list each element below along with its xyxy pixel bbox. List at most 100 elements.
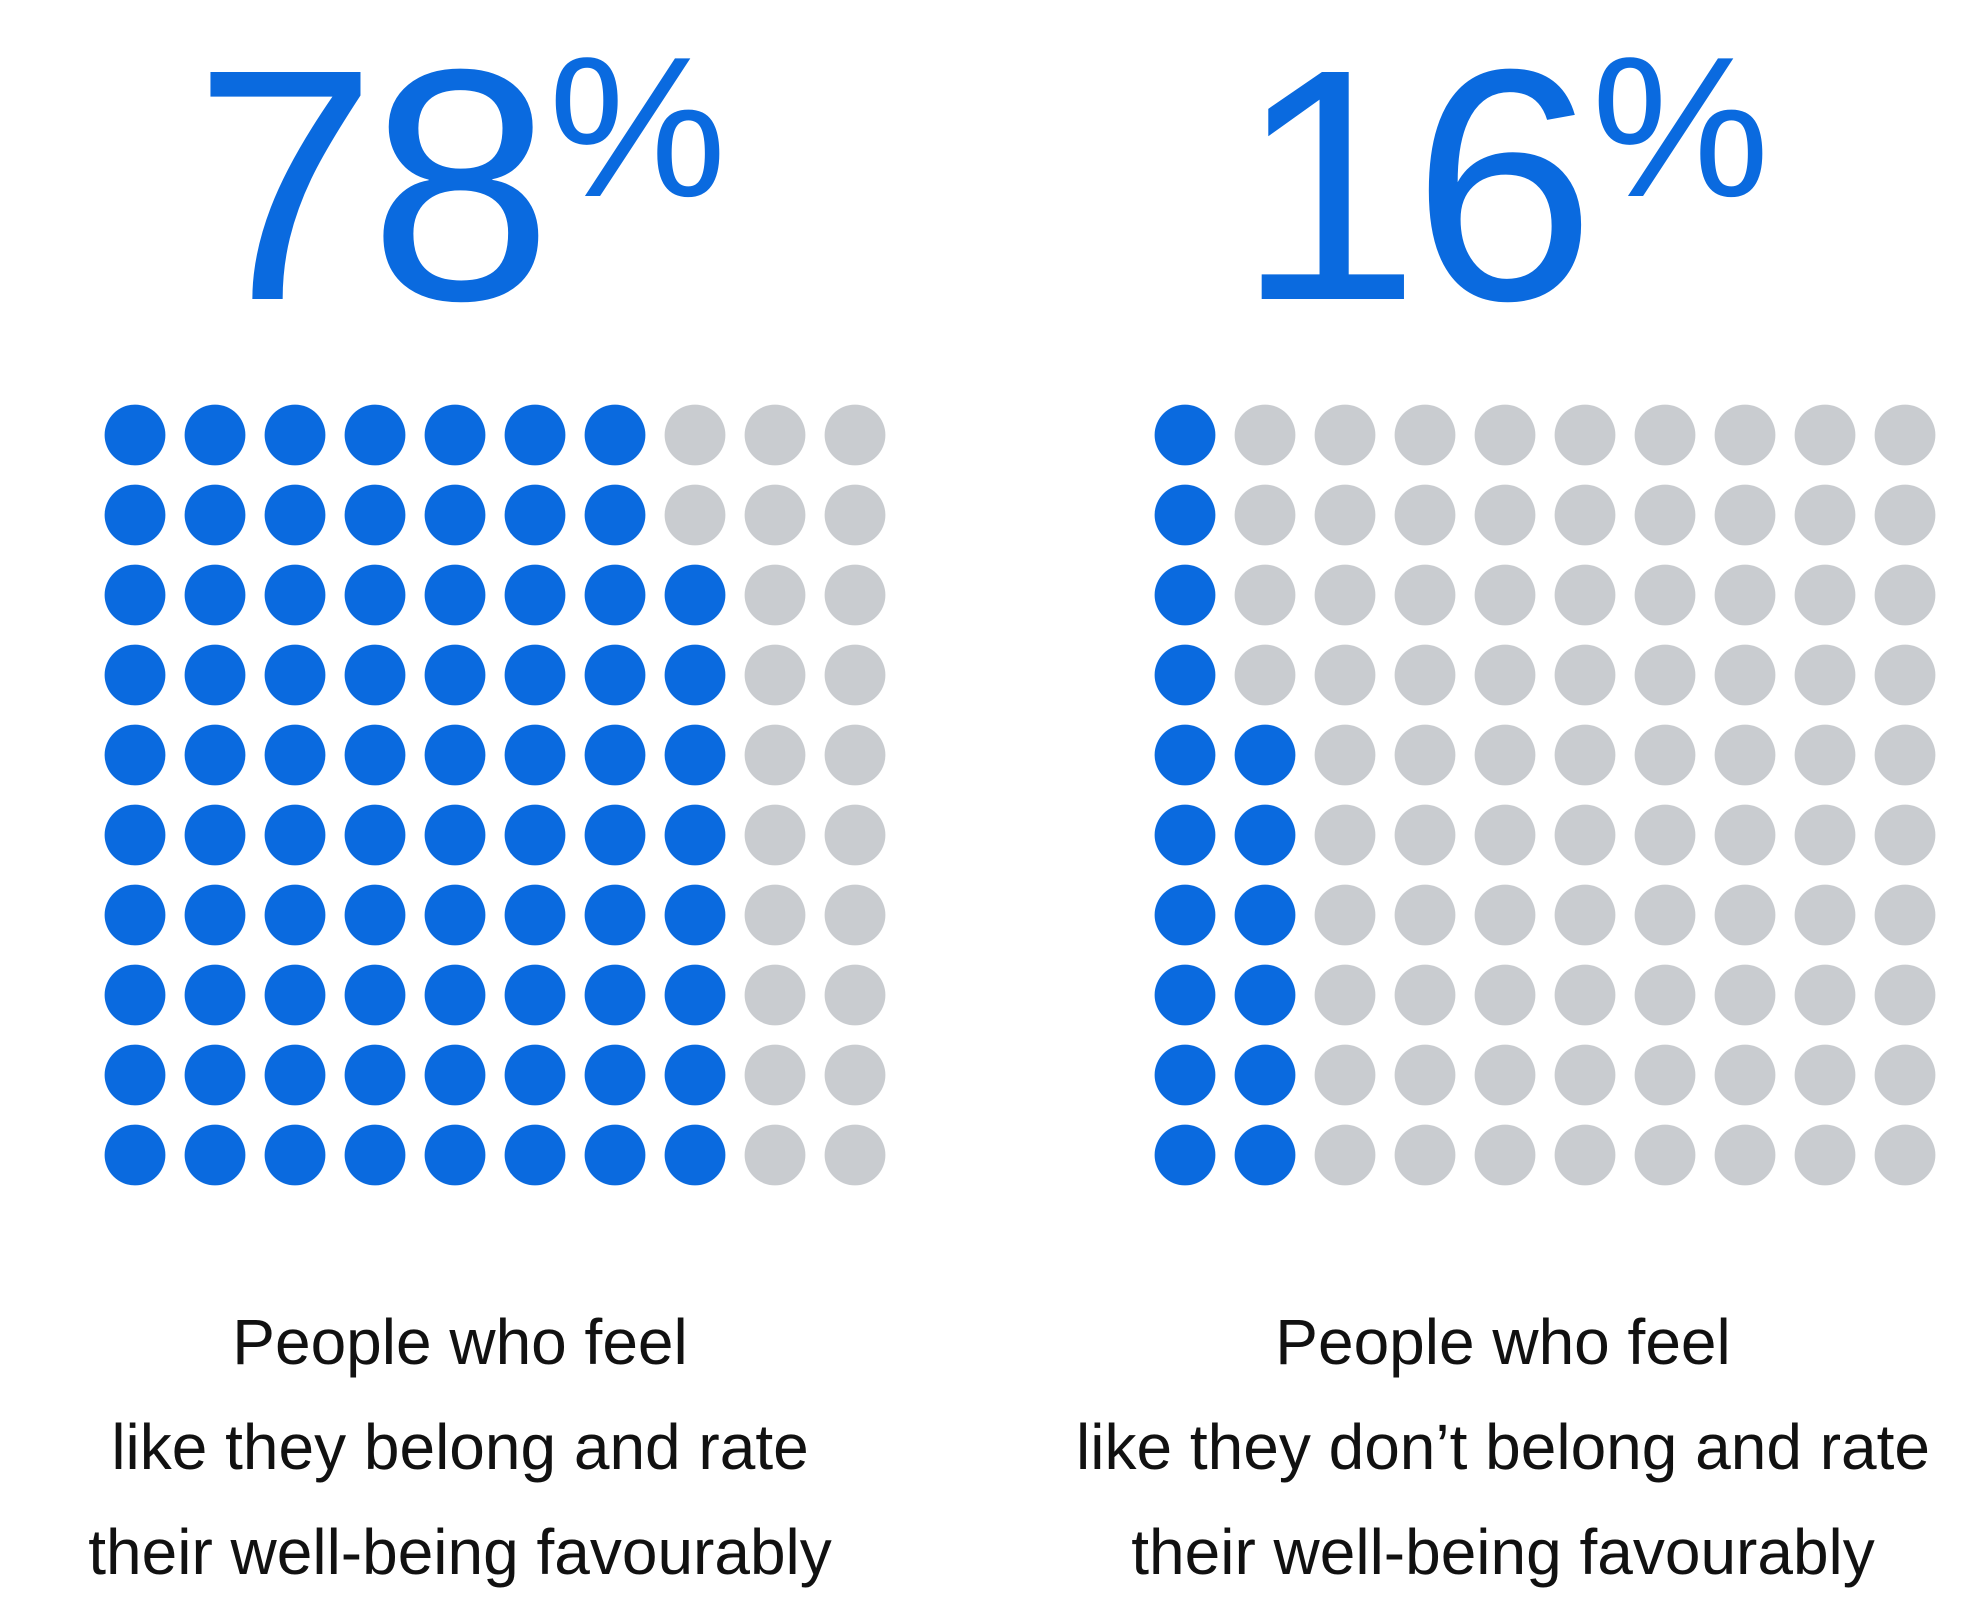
- waffle-dot-filled: [1154, 404, 1216, 466]
- waffle-dot-empty: [1474, 804, 1536, 866]
- waffle-dot-filled: [1234, 964, 1296, 1026]
- waffle-dot-filled: [184, 884, 246, 946]
- waffle-dot-filled: [264, 1124, 326, 1186]
- stat-number: 16: [1236, 0, 1596, 369]
- waffle-dot-filled: [1154, 964, 1216, 1026]
- waffle-dot-empty: [1874, 1124, 1936, 1186]
- waffle-dot-filled: [184, 964, 246, 1026]
- waffle-dot-filled: [504, 484, 566, 546]
- waffle-dot-empty: [1554, 564, 1616, 626]
- waffle-dot-filled: [184, 644, 246, 706]
- stat-number: 78: [193, 0, 553, 369]
- waffle-dot-empty: [1394, 484, 1456, 546]
- waffle-dot-filled: [424, 404, 486, 466]
- waffle-dot-filled: [664, 644, 726, 706]
- waffle-dot-filled: [264, 884, 326, 946]
- waffle-dot-filled: [584, 884, 646, 946]
- waffle-dot-filled: [344, 964, 406, 1026]
- waffle-dot-empty: [1874, 1044, 1936, 1106]
- waffle-dot-filled: [584, 404, 646, 466]
- waffle-dot-empty: [1554, 644, 1616, 706]
- waffle-dot-filled: [1154, 1124, 1216, 1186]
- stat-panel-dont-belong: 16% People who feel like they don’t belo…: [1040, 0, 1966, 1596]
- waffle-dot-empty: [1714, 724, 1776, 786]
- waffle-dot-filled: [104, 964, 166, 1026]
- waffle-dot-empty: [1394, 644, 1456, 706]
- waffle-dot-filled: [664, 804, 726, 866]
- waffle-dot-empty: [1394, 964, 1456, 1026]
- waffle-dot-filled: [664, 964, 726, 1026]
- waffle-dot-empty: [744, 724, 806, 786]
- waffle-dot-filled: [104, 404, 166, 466]
- waffle-dot-filled: [1234, 724, 1296, 786]
- waffle-dot-empty: [1794, 804, 1856, 866]
- waffle-dot-empty: [1554, 724, 1616, 786]
- waffle-dot-filled: [264, 484, 326, 546]
- waffle-dot-empty: [744, 404, 806, 466]
- waffle-dot-empty: [1474, 564, 1536, 626]
- waffle-dot-empty: [744, 564, 806, 626]
- waffle-dot-filled: [104, 804, 166, 866]
- waffle-dot-filled: [424, 804, 486, 866]
- waffle-dot-filled: [104, 1124, 166, 1186]
- waffle-dot-empty: [1314, 1124, 1376, 1186]
- waffle-dot-empty: [1474, 1124, 1536, 1186]
- waffle-dot-filled: [424, 1124, 486, 1186]
- waffle-dot-empty: [744, 964, 806, 1026]
- waffle-dot-filled: [344, 724, 406, 786]
- waffle-dot-empty: [1794, 964, 1856, 1026]
- waffle-dot-filled: [104, 484, 166, 546]
- waffle-dot-empty: [1634, 724, 1696, 786]
- waffle-dot-filled: [424, 1044, 486, 1106]
- waffle-dot-filled: [104, 1044, 166, 1106]
- waffle-dot-filled: [344, 1044, 406, 1106]
- waffle-dot-empty: [1714, 1124, 1776, 1186]
- waffle-dot-empty: [1234, 644, 1296, 706]
- waffle-dot-filled: [264, 564, 326, 626]
- waffle-dot-empty: [1474, 884, 1536, 946]
- waffle-dot-filled: [184, 724, 246, 786]
- waffle-dot-empty: [1634, 564, 1696, 626]
- waffle-dot-filled: [344, 404, 406, 466]
- waffle-dot-empty: [1554, 484, 1616, 546]
- waffle-dot-filled: [584, 564, 646, 626]
- waffle-dot-filled: [504, 564, 566, 626]
- waffle-dot-empty: [1794, 644, 1856, 706]
- waffle-dot-empty: [1874, 724, 1936, 786]
- waffle-dot-empty: [664, 484, 726, 546]
- waffle-dot-empty: [1314, 564, 1376, 626]
- waffle-dot-filled: [184, 404, 246, 466]
- waffle-dot-filled: [104, 644, 166, 706]
- waffle-dot-empty: [824, 724, 886, 786]
- stat-value: 78%: [0, 20, 920, 350]
- waffle-dot-empty: [1394, 724, 1456, 786]
- waffle-dot-empty: [1474, 964, 1536, 1026]
- waffle-dot-filled: [424, 644, 486, 706]
- waffle-dot-empty: [1874, 804, 1936, 866]
- caption-line-3: their well-being favourably: [1131, 1516, 1875, 1588]
- waffle-dot-empty: [744, 1044, 806, 1106]
- waffle-dot-filled: [344, 564, 406, 626]
- waffle-dot-filled: [344, 644, 406, 706]
- waffle-dot-empty: [1714, 804, 1776, 866]
- waffle-dot-empty: [1394, 884, 1456, 946]
- waffle-dot-filled: [504, 804, 566, 866]
- waffle-dot-filled: [1234, 1044, 1296, 1106]
- waffle-dot-empty: [1554, 884, 1616, 946]
- waffle-chart: [1154, 404, 1936, 1186]
- waffle-dot-filled: [584, 644, 646, 706]
- caption-line-2: like they don’t belong and rate: [1076, 1411, 1930, 1483]
- waffle-dot-empty: [744, 1124, 806, 1186]
- waffle-dot-filled: [184, 564, 246, 626]
- waffle-chart: [104, 404, 886, 1186]
- waffle-dot-filled: [504, 1044, 566, 1106]
- waffle-dot-empty: [1794, 1124, 1856, 1186]
- waffle-dot-empty: [1634, 644, 1696, 706]
- waffle-dot-filled: [1154, 1044, 1216, 1106]
- waffle-dot-filled: [184, 1044, 246, 1106]
- waffle-dot-empty: [1554, 964, 1616, 1026]
- waffle-dot-empty: [1474, 484, 1536, 546]
- waffle-dot-filled: [424, 564, 486, 626]
- waffle-dot-empty: [1874, 644, 1936, 706]
- waffle-dot-empty: [1314, 804, 1376, 866]
